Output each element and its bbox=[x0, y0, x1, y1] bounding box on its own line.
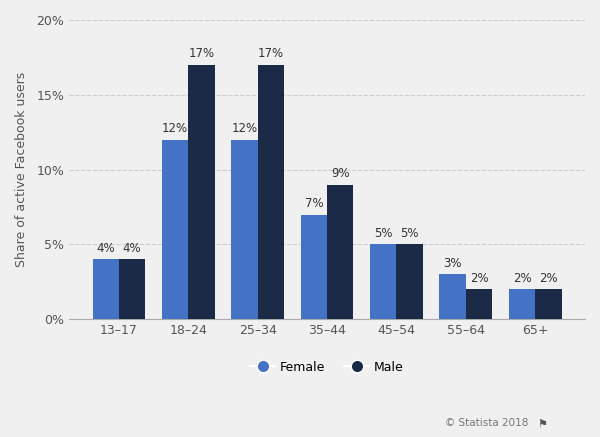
Bar bbox=[535, 289, 562, 319]
Bar bbox=[119, 260, 145, 319]
Bar bbox=[188, 65, 215, 319]
Text: 2%: 2% bbox=[470, 272, 488, 285]
Bar bbox=[509, 289, 535, 319]
Text: 2%: 2% bbox=[539, 272, 557, 285]
Text: 2%: 2% bbox=[512, 272, 532, 285]
Text: 5%: 5% bbox=[400, 227, 419, 240]
Bar bbox=[397, 244, 423, 319]
Text: ⚑: ⚑ bbox=[537, 418, 547, 428]
Text: 17%: 17% bbox=[188, 47, 215, 60]
Text: 17%: 17% bbox=[258, 47, 284, 60]
Bar bbox=[257, 65, 284, 319]
Bar bbox=[301, 215, 327, 319]
Bar bbox=[231, 140, 257, 319]
Text: 9%: 9% bbox=[331, 167, 350, 180]
Y-axis label: Share of active Facebook users: Share of active Facebook users bbox=[15, 72, 28, 267]
Text: 3%: 3% bbox=[443, 257, 462, 270]
Bar bbox=[327, 184, 353, 319]
Text: 12%: 12% bbox=[162, 122, 188, 135]
Text: 12%: 12% bbox=[232, 122, 257, 135]
Text: © Statista 2018: © Statista 2018 bbox=[445, 418, 528, 428]
Bar bbox=[92, 260, 119, 319]
Text: 4%: 4% bbox=[97, 242, 115, 255]
Bar bbox=[162, 140, 188, 319]
Text: 4%: 4% bbox=[123, 242, 142, 255]
Text: 5%: 5% bbox=[374, 227, 392, 240]
Bar bbox=[439, 274, 466, 319]
Bar bbox=[370, 244, 397, 319]
Bar bbox=[466, 289, 492, 319]
Legend: Female, Male: Female, Male bbox=[245, 356, 409, 379]
Text: 7%: 7% bbox=[305, 197, 323, 210]
